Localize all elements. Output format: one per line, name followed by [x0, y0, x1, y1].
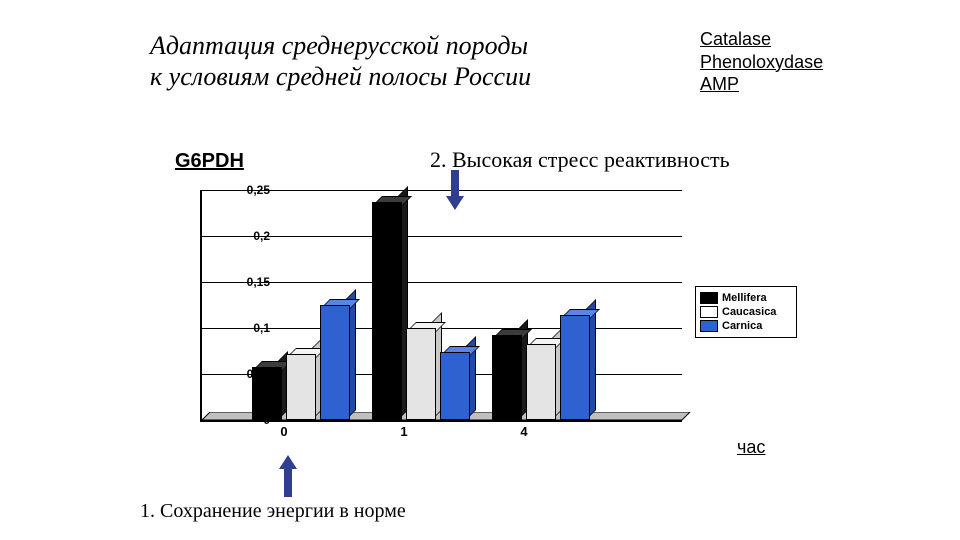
legend-label: Carnica: [722, 320, 762, 332]
y-tick-label: 0,2: [225, 229, 270, 243]
enzyme-item: Phenoloxydase: [700, 51, 823, 74]
x-tick-label: 4: [520, 424, 527, 439]
legend-item: Carnica: [700, 320, 792, 332]
x-tick-label: 1: [400, 424, 407, 439]
page-title: Адаптация среднерусской породы к условия…: [150, 30, 531, 92]
legend-item: Mellifera: [700, 292, 792, 304]
gridline: [202, 190, 682, 191]
y-tick-label: 0,15: [225, 275, 270, 289]
title-line2: к условиям средней полосы России: [150, 62, 531, 91]
legend-item: Caucasica: [700, 306, 792, 318]
bar-carnica: [440, 354, 468, 420]
bar-mellifera: [492, 337, 520, 420]
plot-area: [200, 190, 682, 422]
x-tick-label: 0: [280, 424, 287, 439]
legend: Mellifera Caucasica Carnica: [695, 286, 797, 338]
bar-chart: 00,050,10,150,20,25 014 MelliferaCaucasi…: [150, 180, 760, 460]
enzyme-item: AMP: [700, 73, 823, 96]
title-line1: Адаптация среднерусской породы: [150, 31, 528, 60]
chart-label-g6pdh: G6PDH: [175, 150, 244, 173]
x-axis-label: час: [737, 437, 765, 458]
y-tick-label: 0,05: [225, 367, 270, 381]
annotation-high-stress: 2. Высокая стресс реактивность: [430, 147, 730, 173]
legend-label: Mellifera: [722, 292, 767, 304]
arrow-down-icon: [446, 170, 464, 210]
y-tick-label: 0,1: [225, 321, 270, 335]
bar-mellifera: [372, 204, 400, 420]
legend-swatch: [700, 306, 718, 318]
gridline: [202, 236, 682, 237]
enzyme-list: Catalase Phenoloxydase AMP: [700, 28, 823, 96]
gridline: [202, 328, 682, 329]
bar-caucasica: [406, 330, 434, 420]
legend-swatch: [700, 320, 718, 332]
bar-caucasica: [286, 356, 314, 420]
legend-label: Caucasica: [722, 306, 776, 318]
y-tick-label: 0,25: [225, 183, 270, 197]
enzyme-item: Catalase: [700, 28, 823, 51]
legend-swatch: [700, 292, 718, 304]
bar-carnica: [560, 317, 588, 420]
annotation-energy-save: 1. Сохранение энергии в норме: [140, 500, 406, 523]
arrow-up-icon: [279, 455, 297, 497]
y-tick-label: 0: [225, 413, 270, 427]
gridline: [202, 282, 682, 283]
bar-caucasica: [526, 346, 554, 420]
bar-carnica: [320, 307, 348, 420]
